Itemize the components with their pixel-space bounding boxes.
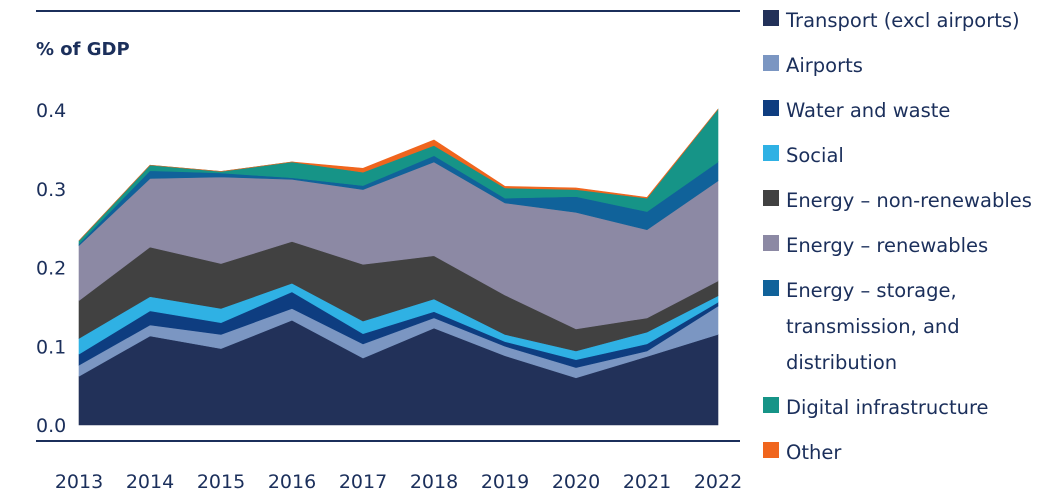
area-layers [78, 108, 719, 426]
legend-swatch [763, 55, 779, 71]
legend-swatch [763, 280, 779, 296]
legend-label: Energy – storage, transmission, and distri… [786, 279, 960, 374]
legend-swatch [763, 100, 779, 116]
legend-swatch [763, 397, 779, 413]
y-tick-label: 0.4 [36, 100, 66, 122]
legend-item-airports: Airports [763, 54, 863, 77]
x-tick-label: 2022 [694, 471, 742, 493]
area-other [78, 109, 719, 241]
legend-swatch [763, 235, 779, 251]
legend-swatch [763, 442, 779, 458]
legend-label: Energy – non-renewables [786, 189, 1032, 212]
y-tick-label: 0.3 [36, 179, 66, 201]
legend-label: Transport (excl airports) [785, 9, 1020, 32]
x-tick-label: 2021 [623, 471, 671, 493]
legend-label: Other [786, 441, 842, 464]
x-tick-label: 2020 [552, 471, 600, 493]
y-tick-label: 0.2 [36, 258, 66, 280]
legend-item-energy-renewables: Energy – renewables [763, 234, 988, 257]
legend-swatch [763, 10, 779, 26]
legend-label: Energy – renewables [786, 234, 988, 257]
legend-label: Water and waste [786, 99, 950, 122]
x-tick-label: 2013 [55, 471, 103, 493]
y-tick-label: 0.0 [36, 415, 66, 437]
y-tick-label: 0.1 [36, 336, 66, 358]
x-tick-label: 2014 [126, 471, 174, 493]
legend-swatch [763, 190, 779, 206]
x-tick-label: 2019 [481, 471, 529, 493]
x-tick-label: 2018 [410, 471, 458, 493]
legend: Transport (excl airports) Airports Water a… [763, 9, 1032, 464]
legend-item-other: Other [763, 441, 842, 464]
legend-item-water-and-waste: Water and waste [763, 99, 950, 122]
x-tick-label: 2016 [268, 471, 316, 493]
legend-item-digital-infrastructure: Digital infrastructure [763, 396, 989, 419]
legend-item-social: Social [763, 144, 844, 167]
legend-swatch [763, 145, 779, 161]
x-tick-labels: 2013 2014 2015 2016 2017 2018 2019 2020 2021 2022 [55, 471, 742, 493]
y-tick-labels: 0.0 0.1 0.2 0.3 0.4 [36, 100, 66, 437]
legend-label: Airports [786, 54, 863, 77]
x-tick-label: 2017 [339, 471, 387, 493]
y-axis-label: % of GDP [36, 39, 130, 60]
legend-item-energy-storage-transmission-and-distribution: Energy – storage, transmission, and distri… [763, 279, 960, 374]
legend-item-transport-excl-airports: Transport (excl airports) [763, 9, 1020, 32]
legend-item-energy-non-renewables: Energy – non-renewables [763, 189, 1032, 212]
legend-label: Digital infrastructure [786, 396, 989, 419]
legend-label: Social [786, 144, 844, 167]
x-tick-label: 2015 [197, 471, 245, 493]
